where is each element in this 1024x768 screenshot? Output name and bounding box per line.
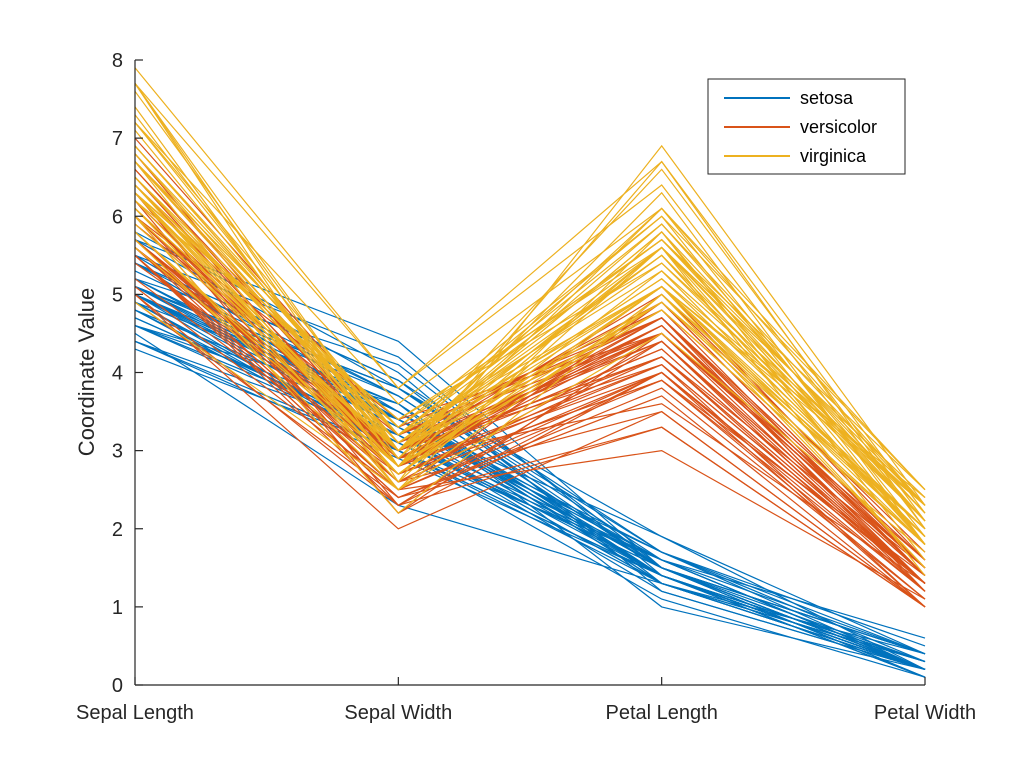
series-virginica (134, 67, 926, 576)
series-line-versicolor-44 (134, 293, 926, 608)
x-tick-label-2: Sepal Width (344, 702, 452, 724)
series-line-versicolor-32 (134, 254, 926, 608)
series-line-virginica-49 (134, 200, 926, 506)
series-line-virginica-23 (134, 83, 926, 530)
series-line-virginica-18 (134, 83, 926, 514)
series-line-virginica-43 (134, 231, 926, 538)
y-tick-label-8: 8 (112, 50, 123, 72)
y-ticks: 0 1 2 3 4 5 6 7 8 (112, 50, 143, 697)
series-line-virginica-7 (134, 301, 926, 553)
legend-label-virginica: virginica (800, 146, 867, 166)
series-line-setosa-38 (134, 301, 926, 678)
data-lines (134, 67, 926, 678)
series-line-versicolor-49 (134, 286, 926, 600)
series-line-virginica-48 (134, 176, 926, 530)
y-tick-label-4: 4 (112, 363, 123, 385)
y-tick-label-5: 5 (112, 284, 123, 306)
y-tick-label-1: 1 (112, 597, 123, 619)
y-tick-label-0: 0 (112, 675, 123, 697)
legend-label-setosa: setosa (800, 88, 854, 108)
y-tick-label-3: 3 (112, 441, 123, 463)
series-line-versicolor-40 (134, 254, 926, 584)
legend-items: setosa versicolor virginica (724, 88, 877, 166)
series-line-virginica-33 (134, 184, 926, 514)
series-line-virginica-45 (134, 161, 926, 491)
y-tick-label-7: 7 (112, 128, 123, 150)
series-line-virginica-41 (134, 161, 926, 498)
legend: setosa versicolor virginica (707, 78, 906, 175)
series-line-virginica-44 (134, 153, 926, 506)
y-tick-label-2: 2 (112, 519, 123, 541)
series-line-virginica-50 (134, 223, 926, 545)
x-tick-label-4: Petal Width (874, 702, 976, 724)
x-tick-label-1: Sepal Length (76, 702, 194, 724)
legend-label-versicolor: versicolor (800, 117, 877, 137)
series-line-virginica-10 (134, 122, 926, 491)
y-axis-title: Coordinate Value (74, 288, 99, 456)
series-line-virginica-20 (134, 215, 926, 569)
x-tick-label-3: Petal Length (606, 702, 718, 724)
x-ticks: Sepal Length Sepal Width Petal Length Petal… (76, 677, 976, 724)
y-tick-label-6: 6 (112, 206, 123, 228)
